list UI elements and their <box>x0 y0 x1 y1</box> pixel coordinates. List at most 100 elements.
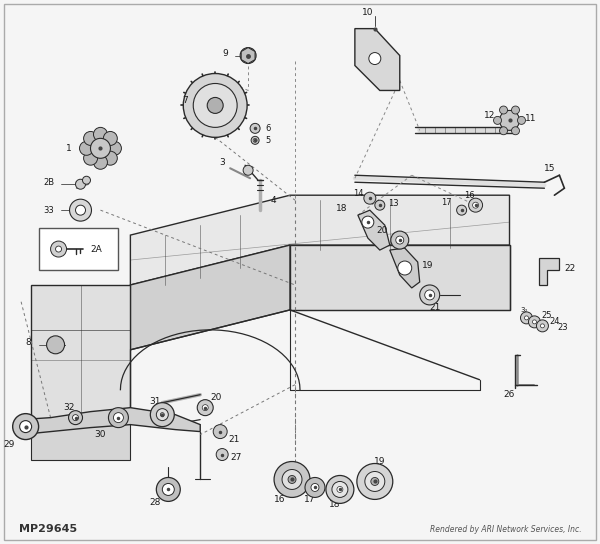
Circle shape <box>305 478 325 497</box>
Bar <box>38 228 118 270</box>
Text: 5: 5 <box>265 136 271 145</box>
Circle shape <box>375 200 385 210</box>
Text: 20: 20 <box>376 226 388 234</box>
Polygon shape <box>390 248 420 288</box>
Text: 33: 33 <box>43 206 54 215</box>
Circle shape <box>473 202 479 208</box>
Text: 7: 7 <box>182 96 188 105</box>
Circle shape <box>332 481 348 497</box>
Text: 27: 27 <box>230 453 242 462</box>
Circle shape <box>337 486 343 492</box>
Text: 25: 25 <box>541 311 552 320</box>
Circle shape <box>160 413 164 417</box>
Circle shape <box>371 478 379 485</box>
Circle shape <box>524 316 529 320</box>
Circle shape <box>326 475 354 503</box>
Polygon shape <box>130 195 509 285</box>
Text: 6: 6 <box>265 124 271 133</box>
Text: 31: 31 <box>149 397 161 406</box>
Polygon shape <box>290 245 509 310</box>
Circle shape <box>425 290 434 300</box>
Text: 21: 21 <box>228 435 239 444</box>
Polygon shape <box>539 258 559 285</box>
Circle shape <box>56 246 62 252</box>
Text: 26: 26 <box>504 390 515 399</box>
Text: 16: 16 <box>274 495 286 504</box>
Circle shape <box>107 141 121 155</box>
Circle shape <box>529 316 541 328</box>
Circle shape <box>202 405 208 411</box>
Text: 28: 28 <box>149 498 161 507</box>
Polygon shape <box>355 29 400 90</box>
Text: 21: 21 <box>429 304 440 312</box>
Text: 3: 3 <box>220 158 225 167</box>
Circle shape <box>193 83 237 127</box>
Circle shape <box>362 216 374 228</box>
Circle shape <box>68 411 83 425</box>
Circle shape <box>398 261 412 275</box>
Circle shape <box>500 127 508 135</box>
Circle shape <box>512 106 520 114</box>
Circle shape <box>364 192 376 204</box>
Text: 22: 22 <box>565 263 575 273</box>
Polygon shape <box>31 285 130 419</box>
Circle shape <box>532 320 536 324</box>
Circle shape <box>50 241 67 257</box>
Circle shape <box>517 116 526 125</box>
Circle shape <box>76 179 85 189</box>
Circle shape <box>251 137 259 144</box>
Circle shape <box>253 138 257 143</box>
Circle shape <box>369 53 381 65</box>
Polygon shape <box>130 245 290 350</box>
Text: 16: 16 <box>464 191 475 200</box>
Text: 18: 18 <box>337 203 348 213</box>
Circle shape <box>520 312 532 324</box>
Text: 3₂: 3₂ <box>521 307 528 313</box>
Circle shape <box>13 413 38 440</box>
Text: 14: 14 <box>353 189 363 197</box>
Polygon shape <box>358 210 390 250</box>
Circle shape <box>83 151 98 165</box>
Text: 17: 17 <box>304 495 316 504</box>
Circle shape <box>420 285 440 305</box>
Circle shape <box>163 484 174 496</box>
Text: 15: 15 <box>544 164 555 173</box>
Circle shape <box>500 106 508 114</box>
Circle shape <box>396 236 404 244</box>
Circle shape <box>73 415 79 421</box>
Text: 17: 17 <box>441 197 452 207</box>
Text: 23: 23 <box>557 323 568 332</box>
Circle shape <box>151 403 174 426</box>
Circle shape <box>197 400 213 416</box>
Text: 13: 13 <box>388 199 398 208</box>
Circle shape <box>216 449 228 461</box>
Text: 29: 29 <box>3 440 14 449</box>
Circle shape <box>500 110 520 131</box>
Polygon shape <box>241 47 255 64</box>
Circle shape <box>157 409 169 421</box>
Circle shape <box>103 151 118 165</box>
Circle shape <box>240 47 256 64</box>
Circle shape <box>109 407 128 428</box>
Circle shape <box>469 198 482 212</box>
Circle shape <box>76 205 85 215</box>
Text: 20: 20 <box>210 393 221 402</box>
Circle shape <box>94 127 107 141</box>
Circle shape <box>536 320 548 332</box>
Circle shape <box>288 475 296 484</box>
Circle shape <box>365 472 385 491</box>
Text: 12: 12 <box>484 111 495 120</box>
Text: 2A: 2A <box>91 245 102 254</box>
Text: 19: 19 <box>374 457 386 466</box>
Circle shape <box>80 141 94 155</box>
Circle shape <box>103 132 118 145</box>
Circle shape <box>541 324 544 328</box>
Text: 9: 9 <box>222 49 228 58</box>
Circle shape <box>494 116 502 125</box>
Circle shape <box>391 231 409 249</box>
Circle shape <box>243 165 253 175</box>
Circle shape <box>357 463 393 499</box>
Circle shape <box>207 97 223 113</box>
Circle shape <box>91 138 110 158</box>
Circle shape <box>94 155 107 169</box>
